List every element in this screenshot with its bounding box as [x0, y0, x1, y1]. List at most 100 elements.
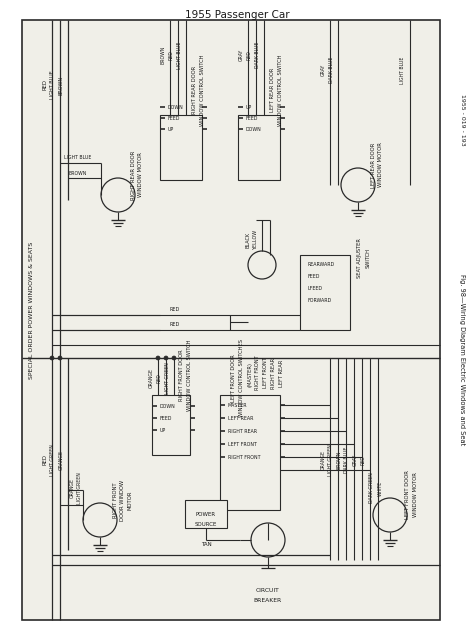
Text: LEFT FRONT DOOR: LEFT FRONT DOOR [405, 470, 410, 519]
Text: WINDOW MOTOR: WINDOW MOTOR [413, 472, 419, 517]
Circle shape [83, 503, 117, 537]
Text: LIGHT GREEN: LIGHT GREEN [165, 362, 171, 394]
Text: LIGHT BLUE: LIGHT BLUE [401, 56, 405, 84]
Circle shape [172, 356, 176, 360]
Text: GRAY: GRAY [353, 454, 357, 466]
Text: ORANGE: ORANGE [320, 450, 326, 470]
Text: LEFT FRONT: LEFT FRONT [228, 442, 257, 447]
Text: DOWN: DOWN [160, 403, 176, 408]
Text: MOTOR: MOTOR [128, 490, 133, 510]
Text: BLACK: BLACK [246, 232, 250, 248]
Text: BROWN: BROWN [337, 451, 341, 469]
Text: DOWN: DOWN [168, 104, 184, 110]
Text: GRAY: GRAY [238, 49, 244, 61]
Bar [238, 115, 280, 180]
Text: RED: RED [168, 50, 173, 60]
Text: RED: RED [246, 50, 252, 60]
Text: WINDOW MOTOR: WINDOW MOTOR [379, 142, 383, 187]
Bar [300, 255, 350, 330]
Text: LIGHT GREEN: LIGHT GREEN [328, 444, 334, 476]
Text: MASTER: MASTER [228, 403, 247, 408]
Text: RIGHT REAR: RIGHT REAR [272, 358, 276, 388]
Text: LFEED: LFEED [308, 285, 323, 290]
Text: UP: UP [160, 428, 166, 433]
Text: WINDOW CONTROL SWITCHES: WINDOW CONTROL SWITCHES [239, 339, 245, 417]
Text: YELLOW: YELLOW [254, 230, 258, 250]
Text: DARK GREEN: DARK GREEN [370, 472, 374, 503]
Text: GRAY: GRAY [320, 64, 326, 76]
Text: BROWN: BROWN [161, 46, 165, 64]
Text: RIGHT FRONT: RIGHT FRONT [228, 454, 261, 460]
Text: WINDOW MOTOR: WINDOW MOTOR [138, 153, 144, 197]
Circle shape [101, 178, 135, 212]
Text: SWITCH: SWITCH [365, 248, 371, 268]
Text: WHITE: WHITE [377, 480, 383, 495]
Text: LEFT REAR DOOR: LEFT REAR DOOR [372, 142, 376, 188]
Circle shape [341, 168, 375, 202]
Circle shape [251, 523, 285, 557]
Text: RIGHT FRONT: RIGHT FRONT [113, 482, 118, 518]
Text: LEFT REAR: LEFT REAR [280, 360, 284, 387]
Circle shape [156, 356, 160, 360]
Text: LEFT REAR DOOR: LEFT REAR DOOR [271, 68, 275, 112]
Text: RED: RED [170, 306, 180, 312]
Text: Fig. 98—Wiring Diagram Electric Windows and Seat: Fig. 98—Wiring Diagram Electric Windows … [459, 274, 465, 445]
Text: 1955 - 019 - 193: 1955 - 019 - 193 [461, 94, 465, 146]
Text: POWER: POWER [196, 512, 216, 517]
Text: UP: UP [168, 126, 174, 131]
Text: BROWN: BROWN [69, 171, 87, 176]
Text: LIGHT GREEN: LIGHT GREEN [78, 472, 82, 504]
Text: RED: RED [361, 455, 365, 465]
Bar [160, 115, 202, 180]
Text: SEAT ADJUSTER: SEAT ADJUSTER [357, 238, 363, 278]
Text: LEFT REAR: LEFT REAR [228, 415, 254, 420]
Text: RIGHT FRONT: RIGHT FRONT [255, 356, 261, 390]
Text: RIGHT REAR: RIGHT REAR [228, 428, 257, 433]
Text: FORWARD: FORWARD [308, 297, 332, 303]
Text: RED: RED [43, 79, 47, 90]
Text: FEED: FEED [246, 115, 258, 121]
Bar [220, 395, 280, 510]
Text: TAN: TAN [201, 542, 211, 547]
Text: RIGHT FRONT DOOR: RIGHT FRONT DOOR [180, 349, 184, 401]
Circle shape [373, 498, 407, 532]
Text: RED: RED [43, 454, 47, 465]
Text: REARWARD: REARWARD [308, 262, 335, 267]
Circle shape [58, 356, 62, 360]
Text: LEFT FRONT: LEFT FRONT [264, 358, 268, 388]
Text: LIGHT BLUE: LIGHT BLUE [51, 71, 55, 99]
Text: CIRCUIT: CIRCUIT [256, 588, 280, 592]
Text: BREAKER: BREAKER [254, 597, 282, 603]
Text: DOWN: DOWN [246, 126, 262, 131]
Text: RIGHT REAR DOOR: RIGHT REAR DOOR [131, 151, 137, 199]
Text: ORANGE: ORANGE [70, 478, 74, 498]
Circle shape [248, 251, 276, 279]
Text: WINDOW CONTROL SWITCH: WINDOW CONTROL SWITCH [279, 54, 283, 126]
Text: ORANGE: ORANGE [58, 450, 64, 470]
Text: FEED: FEED [160, 415, 173, 420]
Bar [185, 500, 227, 528]
Circle shape [50, 356, 54, 360]
Text: BROWN: BROWN [58, 76, 64, 95]
Text: LEFT FRONT DOOR: LEFT FRONT DOOR [231, 354, 237, 402]
Text: LIGHT BLUE: LIGHT BLUE [177, 41, 182, 69]
Text: DOOR WINDOW: DOOR WINDOW [120, 479, 126, 520]
Text: DARK BLUE: DARK BLUE [345, 447, 349, 473]
Bar [152, 395, 190, 455]
Text: 1955 Passenger Car: 1955 Passenger Car [185, 10, 289, 20]
Text: DARK BLUE: DARK BLUE [329, 57, 335, 83]
Text: DARK BLUE: DARK BLUE [255, 42, 261, 68]
Bar [22, 20, 440, 620]
Text: SPECIAL ORDER POWER WINDOWS & SEATS: SPECIAL ORDER POWER WINDOWS & SEATS [29, 242, 35, 379]
Text: LIGHT GREEN: LIGHT GREEN [51, 444, 55, 476]
Text: LIGHT BLUE: LIGHT BLUE [64, 154, 91, 160]
Text: UP: UP [246, 104, 252, 110]
Text: WINDOW CONTROL SWITCH: WINDOW CONTROL SWITCH [201, 54, 206, 126]
Text: SOURCE: SOURCE [195, 522, 217, 526]
Text: ORANGE: ORANGE [148, 368, 154, 388]
Text: FEED: FEED [308, 274, 320, 278]
Text: RIGHT REAR DOOR: RIGHT REAR DOOR [192, 66, 198, 114]
Circle shape [164, 356, 168, 360]
Text: FEED: FEED [168, 115, 181, 121]
Text: RED: RED [156, 373, 162, 383]
